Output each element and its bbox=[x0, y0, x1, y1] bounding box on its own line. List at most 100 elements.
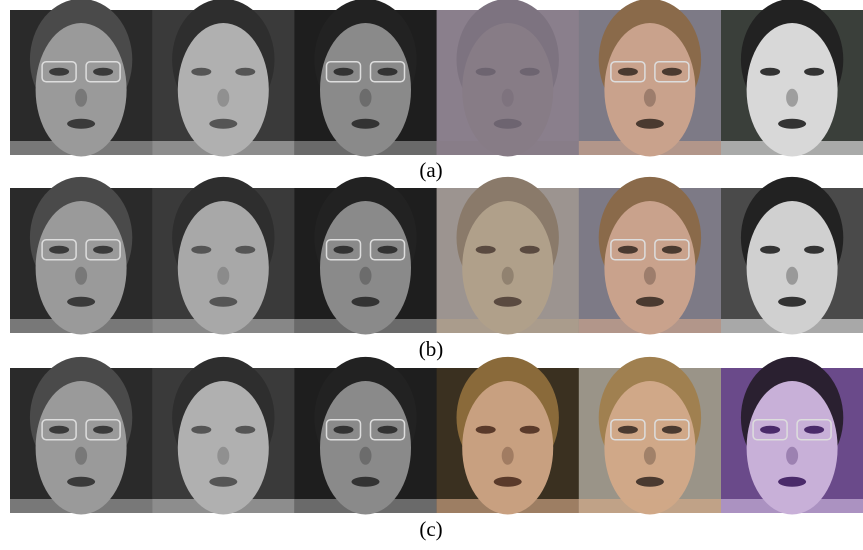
mouth bbox=[67, 477, 95, 487]
eye bbox=[49, 426, 69, 434]
face-image bbox=[152, 357, 295, 515]
caption: (a) bbox=[419, 158, 442, 182]
nose bbox=[644, 267, 656, 285]
eye bbox=[191, 68, 211, 76]
nose bbox=[360, 89, 372, 107]
nose bbox=[360, 447, 372, 465]
eye bbox=[520, 246, 540, 254]
eye bbox=[476, 246, 496, 254]
eye bbox=[235, 68, 255, 76]
face-image bbox=[721, 177, 863, 335]
eye bbox=[49, 68, 69, 76]
nose bbox=[75, 89, 87, 107]
face-image bbox=[152, 177, 295, 335]
shoulders bbox=[152, 319, 295, 333]
mouth bbox=[209, 119, 237, 129]
eye bbox=[334, 68, 354, 76]
shoulders bbox=[10, 141, 153, 155]
nose bbox=[217, 89, 229, 107]
nose bbox=[786, 89, 798, 107]
mouth bbox=[209, 477, 237, 487]
nose bbox=[786, 447, 798, 465]
shoulders bbox=[294, 499, 437, 513]
page: (a)(b)(c) (() => { const data = JSON.par… bbox=[0, 0, 863, 550]
eye bbox=[235, 246, 255, 254]
shoulders bbox=[294, 319, 437, 333]
eye bbox=[618, 426, 638, 434]
eye bbox=[476, 68, 496, 76]
shoulders bbox=[437, 499, 580, 513]
shoulders bbox=[579, 499, 722, 513]
face-image bbox=[294, 357, 437, 515]
eye bbox=[618, 68, 638, 76]
face-image bbox=[437, 177, 580, 335]
shoulders bbox=[721, 141, 863, 155]
eye bbox=[378, 246, 398, 254]
eye bbox=[804, 246, 824, 254]
shoulders bbox=[721, 319, 863, 333]
eye bbox=[804, 68, 824, 76]
caption: (c) bbox=[419, 517, 442, 541]
shoulders bbox=[437, 141, 580, 155]
eye bbox=[93, 246, 113, 254]
mouth bbox=[494, 297, 522, 307]
eye bbox=[662, 68, 682, 76]
face-image bbox=[721, 0, 863, 156]
eye bbox=[804, 426, 824, 434]
nose bbox=[217, 267, 229, 285]
shoulders bbox=[10, 499, 153, 513]
face-image bbox=[721, 357, 863, 515]
eye bbox=[476, 426, 496, 434]
face-image bbox=[152, 0, 295, 156]
face-image bbox=[294, 177, 437, 335]
caption: (b) bbox=[419, 337, 444, 361]
eye bbox=[49, 246, 69, 254]
mouth bbox=[636, 119, 664, 129]
shoulders bbox=[152, 499, 295, 513]
eye bbox=[662, 426, 682, 434]
nose bbox=[786, 267, 798, 285]
eye bbox=[191, 246, 211, 254]
eye bbox=[760, 426, 780, 434]
mouth bbox=[636, 477, 664, 487]
shoulders bbox=[437, 319, 580, 333]
eye bbox=[662, 246, 682, 254]
mouth bbox=[352, 297, 380, 307]
mouth bbox=[778, 297, 806, 307]
mouth bbox=[67, 119, 95, 129]
nose bbox=[75, 447, 87, 465]
face-image bbox=[10, 177, 153, 335]
mouth bbox=[352, 477, 380, 487]
face-image bbox=[10, 357, 153, 515]
face-image bbox=[10, 0, 153, 156]
nose bbox=[217, 447, 229, 465]
face-image bbox=[437, 357, 580, 515]
eye bbox=[760, 68, 780, 76]
mouth bbox=[778, 119, 806, 129]
eye bbox=[235, 426, 255, 434]
face-image bbox=[437, 0, 580, 156]
face-image bbox=[579, 357, 722, 515]
eye bbox=[520, 426, 540, 434]
nose bbox=[75, 267, 87, 285]
face-image bbox=[579, 0, 722, 156]
shoulders bbox=[10, 319, 153, 333]
mouth bbox=[67, 297, 95, 307]
shoulders bbox=[721, 499, 863, 513]
nose bbox=[644, 447, 656, 465]
eye bbox=[378, 426, 398, 434]
nose bbox=[644, 89, 656, 107]
mouth bbox=[494, 119, 522, 129]
eye bbox=[760, 246, 780, 254]
mouth bbox=[352, 119, 380, 129]
shoulders bbox=[579, 319, 722, 333]
shoulders bbox=[294, 141, 437, 155]
eye bbox=[618, 246, 638, 254]
nose bbox=[502, 89, 514, 107]
mouth bbox=[494, 477, 522, 487]
eye bbox=[378, 68, 398, 76]
mouth bbox=[209, 297, 237, 307]
figure: (a) (b) (c) bbox=[0, 0, 863, 550]
shoulders bbox=[579, 141, 722, 155]
nose bbox=[502, 447, 514, 465]
